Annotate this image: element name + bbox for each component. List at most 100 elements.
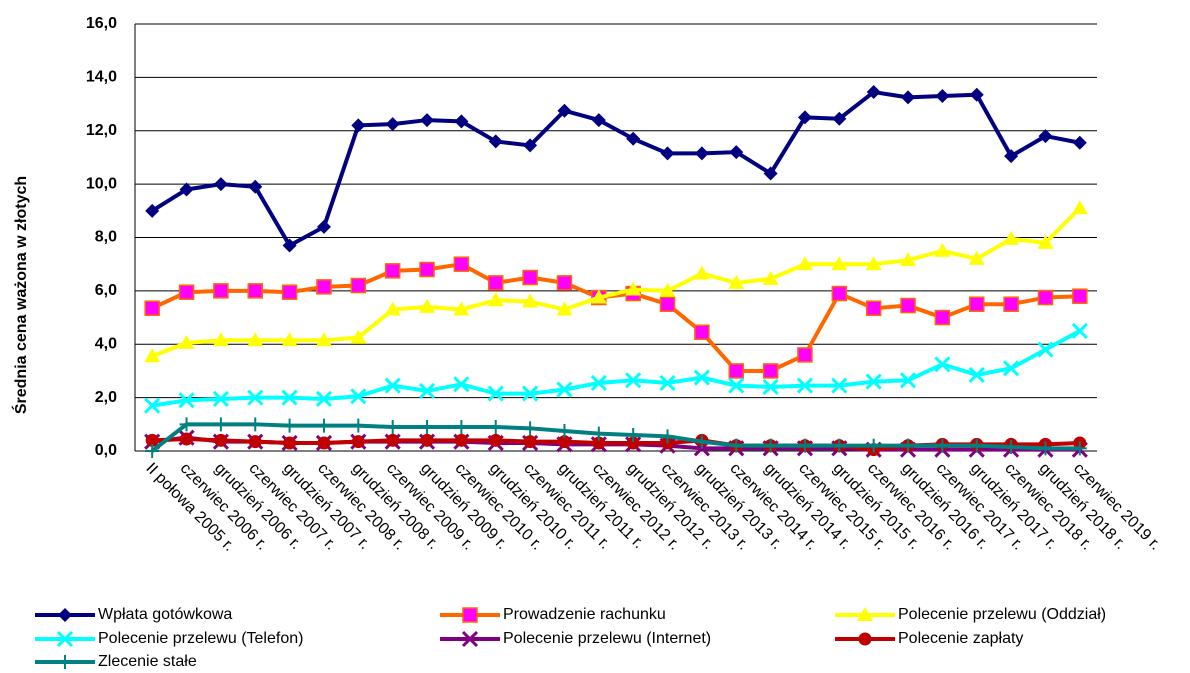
marker [1072, 135, 1087, 150]
marker [283, 436, 297, 450]
legend-label: Zlecenie stałe [98, 653, 197, 670]
marker [694, 146, 709, 161]
marker [659, 374, 676, 392]
series-line [151, 329, 1081, 408]
marker [556, 301, 573, 316]
marker [384, 301, 401, 316]
marker [523, 435, 537, 449]
marker [522, 269, 538, 286]
marker [557, 435, 571, 449]
marker [626, 131, 641, 146]
marker [1071, 200, 1088, 215]
marker [145, 433, 159, 447]
marker [901, 90, 916, 105]
marker [556, 275, 573, 291]
marker [935, 89, 950, 104]
marker [384, 263, 401, 279]
y-tick-label: 8,0 [95, 229, 117, 246]
marker [797, 347, 813, 363]
marker [180, 432, 194, 446]
marker [212, 332, 229, 347]
marker [866, 438, 881, 453]
marker [248, 417, 263, 432]
marker [1071, 322, 1088, 339]
marker [487, 292, 504, 307]
marker [453, 301, 470, 316]
marker [453, 376, 470, 393]
marker [247, 332, 264, 347]
marker [900, 252, 917, 267]
marker [213, 283, 229, 299]
marker [660, 146, 675, 161]
marker [1004, 149, 1019, 164]
marker [145, 444, 160, 458]
series [144, 200, 1088, 363]
marker [968, 250, 985, 265]
marker [419, 298, 436, 313]
marker [523, 421, 538, 436]
marker [659, 296, 676, 312]
marker [556, 381, 573, 398]
marker [489, 433, 503, 447]
y-tick-label: 2,0 [95, 389, 117, 406]
marker [831, 377, 848, 394]
series [145, 417, 1087, 458]
marker [351, 418, 366, 433]
marker [317, 436, 331, 450]
marker [178, 334, 195, 349]
marker [796, 256, 813, 271]
marker [592, 436, 606, 450]
marker [728, 377, 745, 394]
marker [453, 256, 470, 272]
legend-label: Polecenie przelewu (Telefon) [98, 630, 303, 647]
marker [316, 279, 332, 295]
y-tick-label: 4,0 [95, 335, 117, 352]
marker [419, 261, 435, 278]
y-tick-label: 0,0 [95, 442, 117, 459]
legend-label: Prowadzenie rachunku [503, 606, 666, 623]
marker [1037, 289, 1054, 306]
marker [763, 166, 778, 181]
marker [763, 438, 778, 453]
series [144, 256, 1088, 379]
series [145, 432, 1087, 457]
marker [728, 274, 745, 289]
marker [858, 632, 872, 646]
marker [934, 309, 951, 326]
marker [557, 423, 572, 438]
marker [420, 419, 435, 434]
marker [488, 275, 504, 291]
marker [281, 389, 298, 406]
marker [316, 219, 331, 234]
marker [247, 283, 263, 299]
marker [797, 110, 812, 125]
marker [899, 372, 917, 389]
marker [144, 397, 161, 414]
y-tick-label: 12,0 [86, 122, 117, 139]
marker [866, 85, 881, 100]
y-tick-label: 14,0 [86, 69, 117, 86]
marker [1072, 288, 1088, 304]
marker [350, 277, 367, 294]
marker [454, 114, 469, 129]
marker [728, 363, 744, 379]
y-tick-label: 6,0 [95, 282, 117, 299]
marker [248, 179, 263, 194]
marker [144, 300, 160, 316]
marker [865, 256, 882, 271]
marker [315, 390, 333, 408]
marker [591, 113, 606, 128]
marker [248, 435, 262, 449]
marker [660, 429, 675, 444]
marker [351, 118, 366, 133]
marker [693, 369, 710, 386]
marker [247, 389, 264, 406]
marker [797, 438, 812, 453]
marker [351, 435, 365, 449]
marker [1038, 129, 1053, 144]
marker [522, 385, 539, 402]
marker [694, 324, 710, 340]
marker [144, 348, 161, 363]
marker [488, 134, 503, 149]
